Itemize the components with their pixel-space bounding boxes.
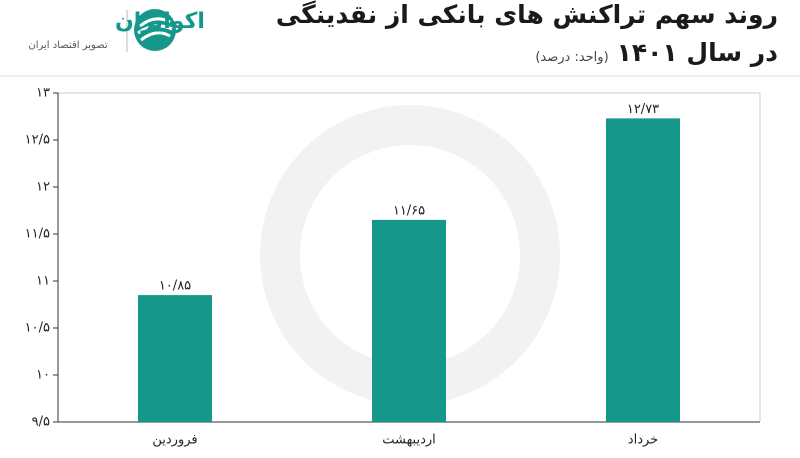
value-label: ۱۲/۷۳ [627, 102, 659, 117]
y-tick-label: ۱۱/۵ [25, 227, 50, 242]
title-row: در سال ۱۴۰۱ (واحد: درصد) [535, 38, 778, 67]
y-tick-label: ۱۱ [36, 274, 50, 289]
value-label: ۱۱/۶۵ [393, 203, 425, 218]
y-tick-label: ۱۰ [36, 368, 50, 383]
brand-name: اکوایران [115, 9, 205, 34]
y-tick-label: ۹/۵ [32, 415, 50, 430]
y-tick-label: ۱۲ [36, 180, 50, 195]
brand-tagline: تصویر اقتصاد ایران [28, 40, 107, 51]
chart-title: در سال ۱۴۰۱ [616, 38, 778, 67]
chart-subtitle: (واحد: درصد) [535, 50, 609, 65]
x-tick-label: فروردین [152, 433, 197, 448]
x-tick-label: خرداد [628, 433, 658, 448]
y-tick-label: ۱۳ [36, 86, 50, 101]
chart-title: روند سهم تراکنش های بانکی از نقدینگی [275, 0, 778, 29]
x-tick-label: اردیبهشت [382, 433, 436, 448]
logo-icon [134, 9, 176, 51]
y-tick-label: ۱۰/۵ [25, 321, 50, 336]
bar [138, 295, 212, 422]
y-tick-label: ۱۲/۵ [25, 133, 50, 148]
bar [372, 219, 446, 422]
value-label: ۱۰/۸۵ [159, 279, 191, 294]
bar [606, 118, 680, 422]
